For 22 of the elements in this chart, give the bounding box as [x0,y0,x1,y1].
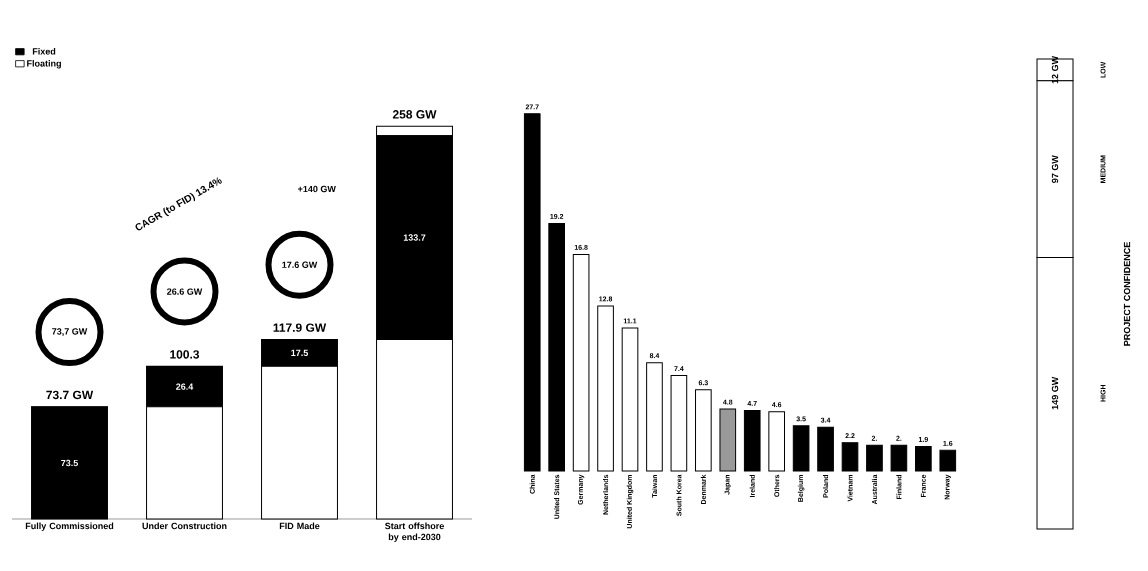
total-label: 117.9 GW [273,323,327,332]
y-axis-title: PROJECT CONFIDENCE [1123,242,1131,346]
total-label: 73.7 GW [46,390,94,400]
annotation: 73,7 GW [52,328,88,336]
data-label: 73.5 [61,459,79,467]
data-label: 149 GW [1051,376,1059,410]
data-label: 26.4 [176,383,194,390]
annotation: +140 GW [298,185,336,193]
data-label: 133.7 [403,234,426,241]
total-label: 100.3 [170,350,200,359]
x-tick-label: Start offshore by end-2030 [385,522,444,542]
annotation: 26.6 GW [167,288,203,295]
legend-label: Floating [27,60,61,69]
data-label: 17.5 [291,349,309,357]
x-tick-label: Under Construction [142,522,227,530]
x-tick-label: Fully Commissioned [25,522,114,531]
annotation: 17.6 GW [282,261,318,268]
x-tick-label: FID Made [279,522,320,530]
total-label: 258 GW [392,110,437,119]
data-label: 97 GW [1051,155,1059,183]
legend-label: Fixed [32,47,56,55]
data-label: 12 GW [1051,55,1059,84]
